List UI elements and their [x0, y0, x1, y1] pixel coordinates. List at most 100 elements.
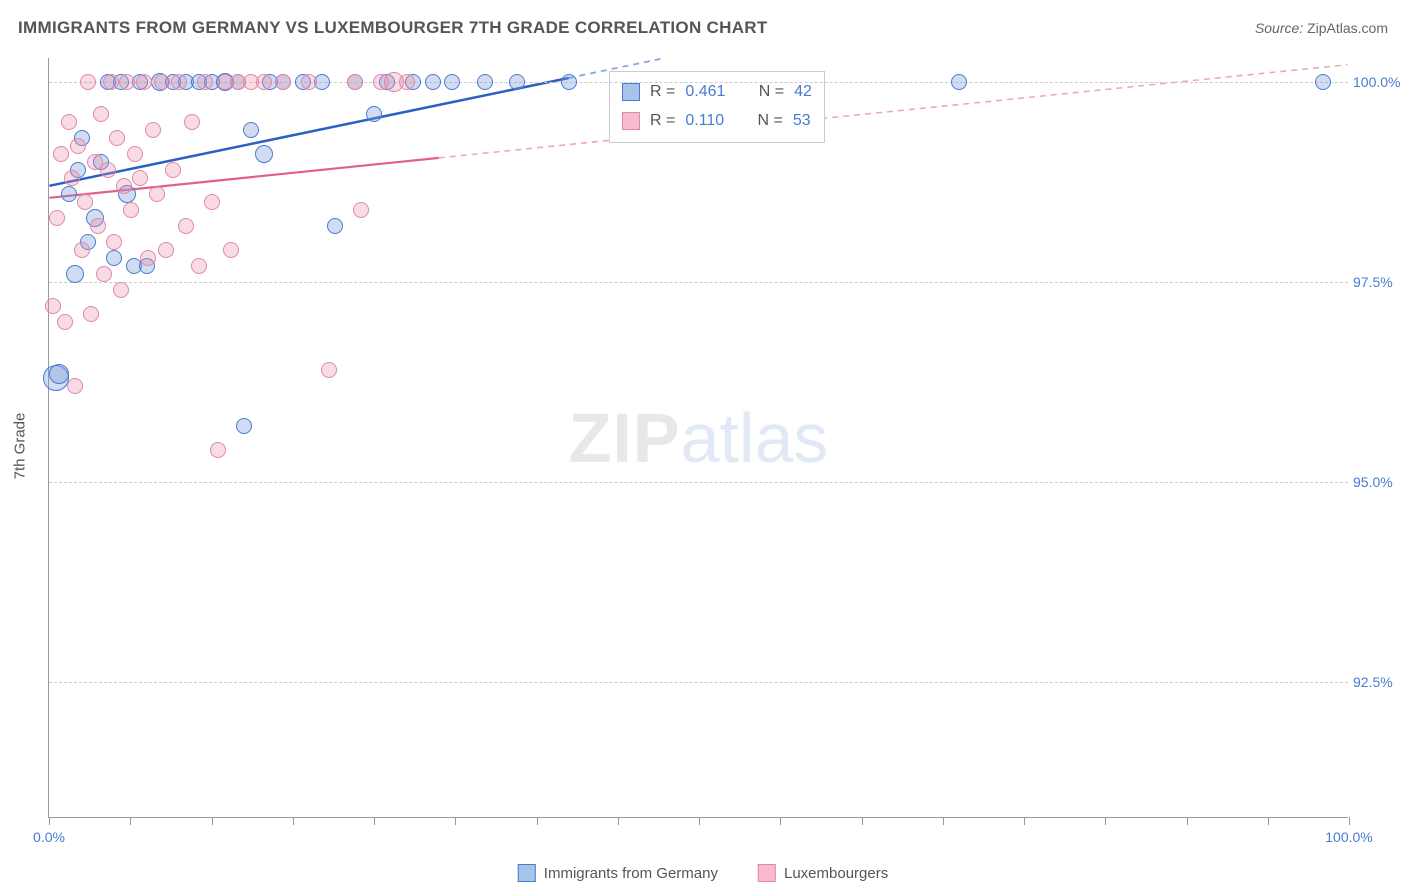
data-point [366, 106, 382, 122]
data-point [100, 162, 116, 178]
n-label: N = [758, 107, 783, 136]
data-point [45, 298, 61, 314]
x-tick [1187, 817, 1188, 825]
data-point [119, 74, 135, 90]
data-point [154, 74, 170, 90]
x-tick [537, 817, 538, 825]
data-point [49, 364, 69, 384]
watermark: ZIPatlas [569, 398, 829, 478]
data-point [477, 74, 493, 90]
legend-swatch [758, 864, 776, 882]
x-tick [130, 817, 131, 825]
y-axis-label: 7th Grade [12, 413, 29, 480]
y-tick-label: 95.0% [1353, 474, 1406, 490]
data-point [136, 74, 152, 90]
data-point [444, 74, 460, 90]
data-point [256, 74, 272, 90]
data-point [561, 74, 577, 90]
data-point [61, 114, 77, 130]
data-point [347, 74, 363, 90]
x-tick [943, 817, 944, 825]
scatter-plot-area: ZIPatlas R = 0.461 N = 42R = 0.110 N = 5… [48, 58, 1348, 818]
y-tick-label: 92.5% [1353, 674, 1406, 690]
data-point [210, 442, 226, 458]
data-point [327, 218, 343, 234]
data-point [197, 74, 213, 90]
stats-legend-row: R = 0.110 N = 53 [622, 107, 812, 136]
data-point [83, 306, 99, 322]
data-point [109, 130, 125, 146]
data-point [90, 218, 106, 234]
series-legend: Immigrants from Germany Luxembourgers [518, 864, 888, 882]
x-tick [862, 817, 863, 825]
x-tick [49, 817, 50, 825]
x-tick [780, 817, 781, 825]
chart-title: IMMIGRANTS FROM GERMANY VS LUXEMBOURGER … [18, 18, 768, 38]
chart-source: Source: ZipAtlas.com [1255, 20, 1388, 36]
data-point [165, 162, 181, 178]
gridline-h [49, 282, 1348, 283]
y-tick-label: 100.0% [1353, 74, 1406, 90]
data-point [191, 258, 207, 274]
data-point [64, 170, 80, 186]
x-tick [293, 817, 294, 825]
data-point [66, 265, 84, 283]
legend-swatch [622, 83, 640, 101]
data-point [399, 74, 415, 90]
data-point [275, 74, 291, 90]
data-point [61, 186, 77, 202]
r-value: 0.110 [685, 107, 724, 136]
data-point [145, 122, 161, 138]
data-point [77, 194, 93, 210]
legend-swatch [622, 112, 640, 130]
data-point [70, 138, 86, 154]
data-point [132, 170, 148, 186]
data-point [223, 242, 239, 258]
legend-item: Immigrants from Germany [518, 864, 718, 882]
data-point [236, 418, 252, 434]
data-point [103, 74, 119, 90]
x-tick [455, 817, 456, 825]
source-label: Source: [1255, 20, 1303, 36]
data-point [425, 74, 441, 90]
data-point [158, 242, 174, 258]
source-value: ZipAtlas.com [1307, 20, 1388, 36]
x-tick [618, 817, 619, 825]
x-tick-label: 0.0% [33, 829, 65, 845]
gridline-h [49, 482, 1348, 483]
data-point [57, 314, 73, 330]
data-point [243, 122, 259, 138]
data-point [96, 266, 112, 282]
trend-lines-layer [49, 58, 1348, 817]
legend-label: Immigrants from Germany [544, 865, 718, 882]
data-point [116, 178, 132, 194]
data-point [49, 210, 65, 226]
data-point [301, 74, 317, 90]
watermark-zip: ZIP [569, 399, 681, 477]
gridline-h [49, 682, 1348, 683]
x-tick [1024, 817, 1025, 825]
data-point [53, 146, 69, 162]
data-point [93, 106, 109, 122]
data-point [1315, 74, 1331, 90]
data-point [353, 202, 369, 218]
y-tick-label: 97.5% [1353, 274, 1406, 290]
chart-header: IMMIGRANTS FROM GERMANY VS LUXEMBOURGER … [18, 18, 1388, 38]
watermark-atlas: atlas [681, 399, 829, 477]
data-point [106, 250, 122, 266]
data-point [127, 146, 143, 162]
x-tick [1105, 817, 1106, 825]
legend-swatch [518, 864, 536, 882]
x-tick-label: 100.0% [1325, 829, 1372, 845]
data-point [321, 362, 337, 378]
legend-item: Luxembourgers [758, 864, 888, 882]
trend-line-solid [49, 78, 568, 186]
x-tick [212, 817, 213, 825]
data-point [123, 202, 139, 218]
data-point [140, 250, 156, 266]
data-point [106, 234, 122, 250]
data-point [74, 242, 90, 258]
data-point [67, 378, 83, 394]
legend-label: Luxembourgers [784, 865, 888, 882]
data-point [951, 74, 967, 90]
